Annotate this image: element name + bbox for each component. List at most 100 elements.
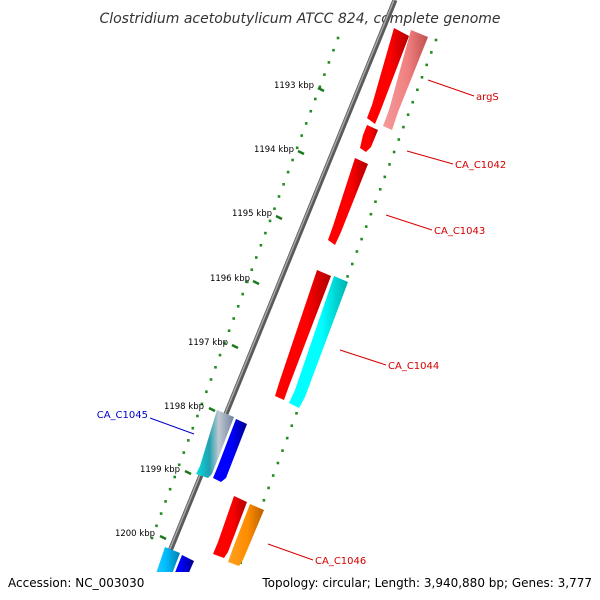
tick-dot xyxy=(290,424,294,427)
tick-dots-inner xyxy=(150,36,340,540)
accession-text: Accession: NC_003030 xyxy=(8,576,144,590)
tick-dot xyxy=(369,212,373,216)
tick-dot xyxy=(236,305,240,308)
tick-dot xyxy=(191,426,195,430)
tick-dot xyxy=(351,262,354,266)
gene-forward-argS xyxy=(367,28,409,124)
tick-dot xyxy=(232,317,235,320)
kbp-tick-label: 1199 kbp xyxy=(140,465,180,475)
tick-dot xyxy=(264,231,267,235)
tick-dot xyxy=(200,402,204,406)
kbp-tick-mark xyxy=(231,343,239,350)
leader-line-CA_C1045 xyxy=(149,417,195,435)
tick-dot xyxy=(241,292,244,296)
tick-dot xyxy=(155,524,158,528)
kbp-tick-mark xyxy=(159,534,167,541)
kbp-tick-mark xyxy=(297,149,305,156)
tick-dot xyxy=(246,280,249,284)
gene-label-CA_C1046: CA_C1046 xyxy=(315,556,366,567)
tick-dot xyxy=(336,36,340,40)
tick-dot xyxy=(282,183,285,186)
kbp-tick-label: 1197 kbp xyxy=(188,338,228,348)
kbp-tick-mark xyxy=(208,406,216,413)
leader-line-CA_C1044 xyxy=(339,349,387,366)
tick-dot xyxy=(291,158,294,162)
tick-dot xyxy=(205,390,208,393)
gene-rna-CA_C1044 xyxy=(289,276,348,408)
tick-dot xyxy=(255,256,258,259)
tick-dot xyxy=(209,378,213,381)
tick-dot xyxy=(309,109,313,113)
genome-backbone xyxy=(147,0,398,600)
tick-dot xyxy=(425,63,428,67)
tick-dot xyxy=(300,134,303,137)
leader-line-CA_C1042 xyxy=(406,150,454,165)
tick-dot xyxy=(416,88,419,92)
footer-bg xyxy=(0,572,600,600)
gene-argS-pink xyxy=(383,30,428,130)
tick-dot xyxy=(327,61,331,64)
tick-dot xyxy=(355,250,359,253)
gene-forward-CA_C1044 xyxy=(275,270,331,400)
tick-dot xyxy=(196,414,199,418)
gene-forward-CA_C1046 xyxy=(213,496,247,558)
tick-dot xyxy=(218,353,222,357)
tick-dot xyxy=(250,268,254,271)
kbp-tick-mark xyxy=(184,469,192,476)
tick-dot xyxy=(374,200,377,203)
gene-label-argS: argS xyxy=(476,92,499,103)
leader-line-argS xyxy=(427,79,475,97)
tick-dot xyxy=(295,146,299,150)
tick-dot xyxy=(392,150,396,154)
kbp-ticks: 1193 kbp 1194 kbp 1195 kbp 1196 kbp 1197… xyxy=(115,81,325,541)
gene-label-CA_C1045: CA_C1045 xyxy=(97,410,148,421)
kbp-tick-mark xyxy=(317,86,325,93)
leader-line-CA_C1046 xyxy=(267,543,314,561)
tick-dot xyxy=(295,412,298,415)
gene-CA_C1045-mixed xyxy=(196,410,234,478)
tick-dot xyxy=(277,195,281,198)
tick-dot xyxy=(397,138,401,141)
tick-dot xyxy=(383,175,387,179)
tick-dot xyxy=(168,487,172,491)
tick-dot xyxy=(346,275,349,278)
tick-dot xyxy=(276,461,280,465)
kbp-tick-label: 1195 kbp xyxy=(232,209,272,219)
kbp-tick-label: 1196 kbp xyxy=(210,274,250,284)
tick-dot xyxy=(323,73,326,76)
tick-dot xyxy=(364,225,368,228)
kbp-tick-mark xyxy=(275,214,283,221)
topology-text: Topology: circular; Length: 3,940,880 bp… xyxy=(261,576,592,590)
gene-label-CA_C1044: CA_C1044 xyxy=(388,361,439,372)
tick-dot xyxy=(268,219,272,223)
tick-dot xyxy=(150,536,154,540)
kbp-tick-label: 1198 kbp xyxy=(164,402,204,412)
tick-dot xyxy=(304,122,308,125)
tick-dot xyxy=(271,474,275,477)
kbp-tick-mark xyxy=(252,279,260,286)
gene-CA_C1046-orange xyxy=(228,504,264,566)
tick-dot xyxy=(406,113,410,116)
tick-dot xyxy=(430,51,433,54)
kbp-tick-label: 1200 kbp xyxy=(115,529,155,539)
tick-dot xyxy=(434,38,438,42)
map-title: Clostridium acetobutylicum ATCC 824, com… xyxy=(99,11,500,27)
gene-forward-CA_C1042 xyxy=(360,125,378,152)
tick-dot xyxy=(332,48,335,52)
tick-dot xyxy=(360,237,363,241)
tick-dot xyxy=(314,97,317,101)
kbp-tick-label: 1193 kbp xyxy=(274,81,314,91)
tick-dot xyxy=(285,436,289,440)
tick-dot xyxy=(227,329,231,332)
tick-dot xyxy=(214,366,217,369)
kbp-tick-label: 1194 kbp xyxy=(254,145,294,155)
gene-label-CA_C1043: CA_C1043 xyxy=(434,226,485,237)
gene-forward-CA_C1043 xyxy=(328,158,368,245)
tick-dot xyxy=(173,475,176,479)
tick-dot xyxy=(259,244,263,247)
tick-dot xyxy=(262,499,266,502)
tick-dot xyxy=(267,486,270,490)
tick-dot xyxy=(420,76,424,79)
leader-line-CA_C1043 xyxy=(385,214,433,231)
